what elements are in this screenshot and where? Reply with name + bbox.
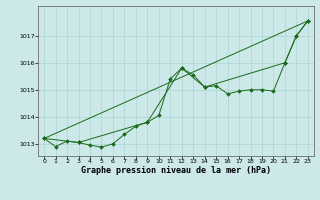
X-axis label: Graphe pression niveau de la mer (hPa): Graphe pression niveau de la mer (hPa) (81, 166, 271, 175)
